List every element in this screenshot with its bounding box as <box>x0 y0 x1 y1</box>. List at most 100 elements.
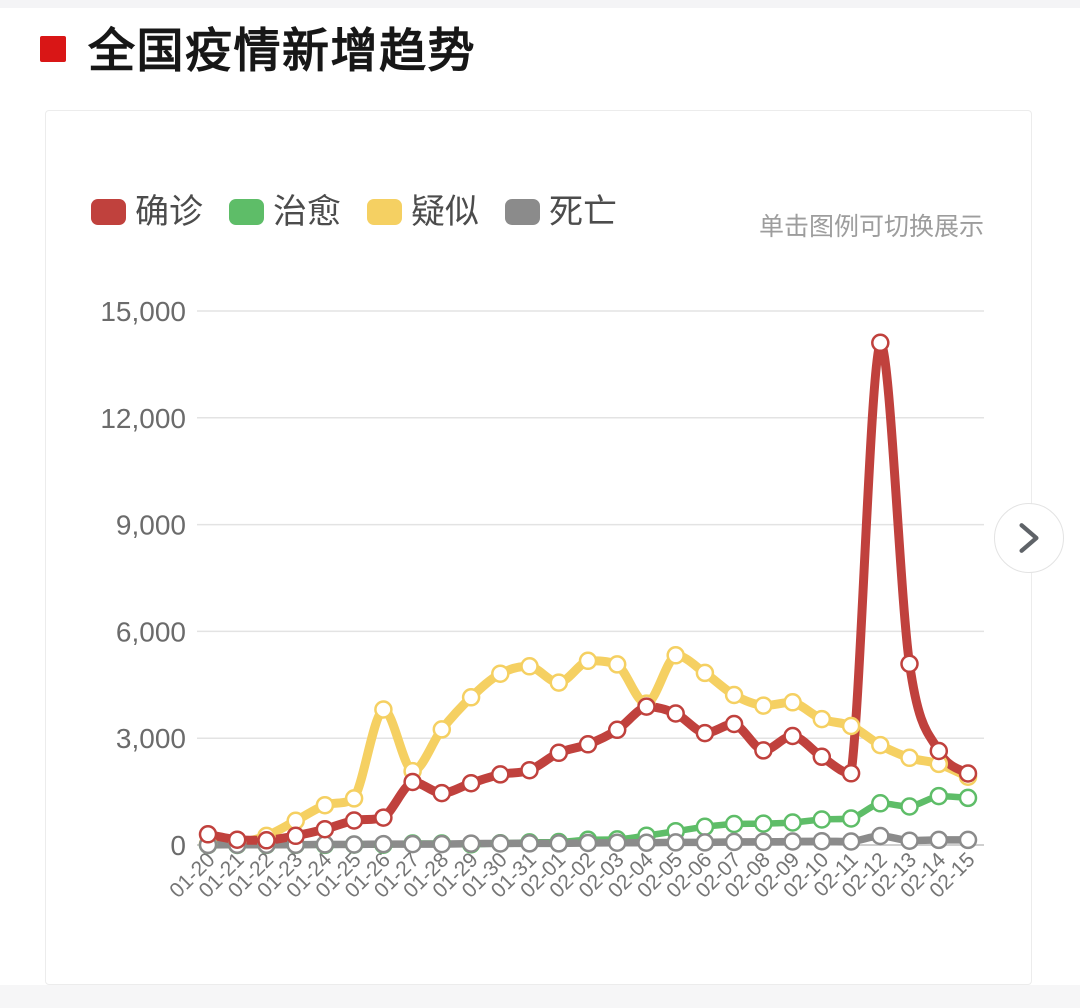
data-point-suspected <box>754 696 773 715</box>
data-point-deaths <box>607 833 627 852</box>
legend-item-cured[interactable]: 治愈 <box>229 195 341 229</box>
data-point-confirmed <box>812 747 832 767</box>
data-point-deaths <box>929 830 949 850</box>
title-bullet-icon <box>40 36 66 62</box>
data-point-deaths <box>315 835 335 854</box>
data-point-suspected <box>607 655 627 674</box>
data-point-deaths <box>578 833 598 853</box>
chevron-right-icon <box>1019 523 1039 553</box>
data-point-deaths <box>461 834 481 853</box>
data-point-suspected <box>461 688 481 707</box>
data-point-cured <box>929 786 949 806</box>
legend-item-confirmed[interactable]: 确诊 <box>91 195 203 229</box>
data-point-deaths <box>491 834 510 853</box>
data-point-deaths <box>549 834 569 853</box>
data-point-confirmed <box>549 743 569 763</box>
bottom-strip <box>0 985 1080 1008</box>
data-point-cured <box>695 817 715 837</box>
data-point-deaths <box>637 833 656 852</box>
data-point-confirmed <box>257 831 276 850</box>
data-point-confirmed <box>958 764 978 783</box>
y-tick-label: 3,000 <box>116 723 186 754</box>
top-status-strip <box>0 0 1080 8</box>
data-point-confirmed <box>227 830 247 849</box>
data-point-confirmed <box>900 654 919 674</box>
data-point-suspected <box>491 664 510 683</box>
chart-legend: 确诊 治愈 疑似 死亡 <box>91 195 617 229</box>
data-point-deaths <box>958 830 978 850</box>
data-point-cured <box>724 814 744 834</box>
data-point-cured <box>812 810 832 829</box>
data-point-confirmed <box>286 826 305 846</box>
data-point-suspected <box>549 673 569 692</box>
data-point-deaths <box>871 826 890 846</box>
next-page-button[interactable] <box>994 503 1064 573</box>
y-tick-label: 0 <box>170 830 186 861</box>
data-point-cured <box>958 788 978 808</box>
data-point-suspected <box>724 685 744 705</box>
data-point-confirmed <box>695 723 715 743</box>
data-point-suspected <box>666 646 685 665</box>
data-point-deaths <box>812 831 832 851</box>
data-point-suspected <box>841 716 861 736</box>
y-tick-label: 9,000 <box>116 510 186 541</box>
data-point-deaths <box>841 832 861 851</box>
data-point-suspected <box>783 693 802 712</box>
y-tick-label: 15,000 <box>100 296 186 327</box>
data-point-confirmed <box>666 704 685 723</box>
data-point-cured <box>754 814 773 833</box>
legend-swatch <box>229 199 264 225</box>
data-point-confirmed <box>491 765 510 784</box>
legend-label: 确诊 <box>135 193 203 231</box>
data-point-deaths <box>695 833 715 852</box>
y-tick-label: 6,000 <box>116 616 186 647</box>
data-point-deaths <box>783 832 802 851</box>
data-point-cured <box>900 797 919 816</box>
data-point-suspected <box>315 795 335 815</box>
legend-label: 死亡 <box>549 193 617 231</box>
data-point-confirmed <box>754 741 773 760</box>
chart-card: 确诊 治愈 疑似 死亡 单击图例可切换展示 0 3,000 6,000 9,000 12,00… <box>45 110 1032 985</box>
legend-item-suspected[interactable]: 疑似 <box>367 195 479 229</box>
data-point-cured <box>783 813 802 832</box>
data-point-suspected <box>432 720 452 739</box>
legend-label: 疑似 <box>411 193 479 231</box>
trend-chart-svg[interactable]: 03,0006,0009,00012,00015,00001-2001-2101… <box>46 111 1033 986</box>
data-point-confirmed <box>578 735 598 754</box>
data-point-confirmed <box>374 808 393 827</box>
legend-label: 治愈 <box>273 193 341 231</box>
data-point-suspected <box>286 811 305 831</box>
data-point-confirmed <box>520 760 539 780</box>
data-point-confirmed <box>315 819 335 839</box>
data-point-confirmed <box>461 773 481 793</box>
data-point-confirmed <box>929 741 949 761</box>
data-point-deaths <box>432 834 452 854</box>
legend-swatch <box>367 199 402 225</box>
data-point-deaths <box>724 832 744 852</box>
data-point-suspected <box>812 709 832 729</box>
data-point-confirmed <box>403 772 422 792</box>
legend-swatch <box>91 199 126 225</box>
data-point-cured <box>841 809 861 828</box>
legend-item-deaths[interactable]: 死亡 <box>505 195 617 229</box>
data-point-suspected <box>374 700 393 719</box>
data-point-suspected <box>578 651 598 671</box>
data-point-confirmed <box>637 697 656 716</box>
data-point-deaths <box>666 833 685 852</box>
data-point-suspected <box>520 657 539 676</box>
y-tick-label: 12,000 <box>100 403 186 434</box>
data-point-confirmed <box>432 783 452 803</box>
data-point-deaths <box>374 834 393 854</box>
data-point-suspected <box>344 789 364 808</box>
legend-swatch <box>505 199 540 225</box>
data-point-confirmed <box>724 714 744 734</box>
page-title: 全国疫情新增趋势 <box>88 24 476 77</box>
data-point-confirmed <box>841 764 861 783</box>
data-point-deaths <box>344 835 364 854</box>
data-point-deaths <box>520 834 539 853</box>
data-point-deaths <box>403 834 422 854</box>
data-point-deaths <box>900 831 919 850</box>
legend-hint: 单击图例可切换展示 <box>758 213 984 241</box>
data-point-cured <box>871 794 890 813</box>
